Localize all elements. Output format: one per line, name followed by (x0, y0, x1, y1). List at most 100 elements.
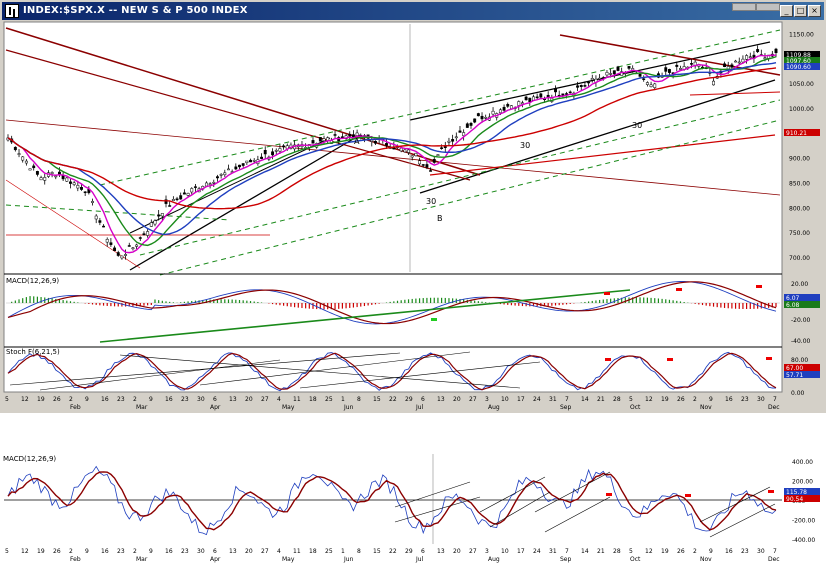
lower-date-tick-25: 29 (405, 548, 413, 555)
candle-body (83, 191, 87, 194)
candle-body (723, 63, 727, 67)
price-annotation-3: 30 (632, 121, 642, 130)
candle-body (146, 231, 150, 236)
candle-body (667, 69, 671, 73)
title-bar[interactable]: INDEX:$SPX.X -- NEW S & P 500 INDEX _ □ … (2, 2, 824, 20)
candle-body (436, 154, 440, 156)
date-tick-33: 24 (533, 396, 541, 403)
date-tick-46: 23 (741, 396, 749, 403)
candle-body (69, 181, 72, 184)
date-tick-2: 19 (37, 396, 45, 403)
date-axis: 5 12 19 26 2 9 16 23 2 9 16 23 30 6 13 20 27 4 11 18 25 1 8 15 2… (5, 396, 780, 411)
macd-signal-line (7, 281, 777, 325)
lower-macd-chart[interactable]: 400.00200.000.00-200.00-400.00115.7890.5… (0, 452, 826, 576)
date-tick-16: 27 (261, 396, 269, 403)
candle-body (190, 188, 194, 193)
candle-body (568, 91, 572, 94)
stoch-tag-bg-1 (784, 371, 820, 378)
month-label-0: Feb (70, 404, 81, 411)
stoch-tag-bg-0 (784, 364, 820, 371)
lower-month-label-5: Jul (415, 556, 424, 563)
candle-body (238, 164, 241, 168)
candle-body (274, 150, 278, 152)
candle-body (748, 56, 752, 58)
date-tick-21: 1 (341, 396, 345, 403)
macd-signal-marker-1 (676, 288, 682, 291)
lower-date-tick-1: 12 (21, 548, 29, 555)
candle-body (454, 136, 458, 139)
channel-line-5 (5, 49, 471, 181)
candle-body (32, 165, 36, 169)
lower-date-tick-4: 2 (69, 548, 73, 555)
candle-body (399, 147, 403, 152)
candle-body (502, 106, 506, 111)
macd-panel[interactable]: 20.00 -20.00 -40.00 6.076.08 (4, 273, 820, 345)
lower-signal-marker-1 (685, 494, 691, 497)
lower-date-tick-48: 7 (773, 548, 777, 555)
candle-body (440, 147, 444, 149)
candle-body (480, 115, 484, 120)
candle-body (94, 215, 98, 220)
price-annotation-1: 30 (426, 197, 436, 206)
lower-tag-bg-1 (784, 495, 820, 502)
maximize-button[interactable]: □ (794, 5, 807, 17)
lower-macd-title: MACD(12,26,9) (3, 455, 56, 463)
candle-body (182, 192, 186, 195)
close-button[interactable]: × (808, 5, 821, 17)
candle-body (756, 49, 760, 53)
candle-body (528, 97, 532, 103)
candle-body (690, 63, 693, 65)
date-tick-29: 27 (469, 396, 477, 403)
price-annotation-0: A (354, 137, 360, 146)
date-tick-27: 13 (437, 396, 445, 403)
date-tick-45: 16 (725, 396, 733, 403)
price-axis-label-3: 1000.00 (789, 106, 814, 113)
candle-body (565, 93, 568, 95)
lower-date-tick-47: 30 (757, 548, 765, 555)
minimize-button[interactable]: _ (780, 5, 793, 17)
date-tick-22: 8 (357, 396, 361, 403)
chart-window-icon (5, 4, 19, 18)
candle-body (212, 181, 216, 184)
price-tag-1: 1097.60 (786, 58, 811, 65)
candle-body (54, 175, 58, 178)
date-tick-11: 23 (181, 396, 189, 403)
lower-month-label-10: Dec (768, 556, 780, 563)
lower-trend-line-0 (394, 481, 471, 508)
candle-body (171, 199, 175, 202)
candle-body (28, 168, 32, 171)
macd-panel-title: MACD(12,26,9) (6, 277, 59, 285)
macd-axis-label-2: -40.00 (791, 338, 811, 345)
candle-body (763, 57, 767, 60)
stoch-axis-label-2: 0.00 (791, 390, 805, 397)
lower-date-tick-11: 23 (181, 548, 189, 555)
channel-line-9 (689, 91, 781, 96)
candle-body (429, 170, 433, 172)
month-label-4: Jun (343, 404, 354, 411)
candle-body (579, 84, 583, 87)
date-tick-35: 7 (565, 396, 569, 403)
candle-body (311, 140, 315, 144)
candle-body (374, 141, 377, 144)
candle-body (50, 172, 54, 174)
lower-axis-label-3: -200.00 (792, 518, 815, 525)
lower-month-label-4: Jun (343, 556, 354, 563)
candle-body (612, 70, 616, 75)
date-tick-28: 20 (453, 396, 461, 403)
candle-body (179, 195, 183, 200)
price-tag-bg-2 (784, 63, 820, 70)
candle-body (249, 159, 252, 163)
candle-body (21, 156, 25, 161)
toolbar-mini-button-2[interactable] (756, 3, 780, 11)
candle-body (160, 213, 164, 217)
lower-tag-1: 90.54 (786, 496, 803, 503)
toolbar-mini-button[interactable] (732, 3, 756, 11)
candle-body (17, 153, 21, 155)
date-tick-6: 16 (101, 396, 109, 403)
candle-body (24, 160, 28, 164)
lower-date-tick-38: 28 (613, 548, 621, 555)
month-label-1: Mar (136, 404, 148, 411)
